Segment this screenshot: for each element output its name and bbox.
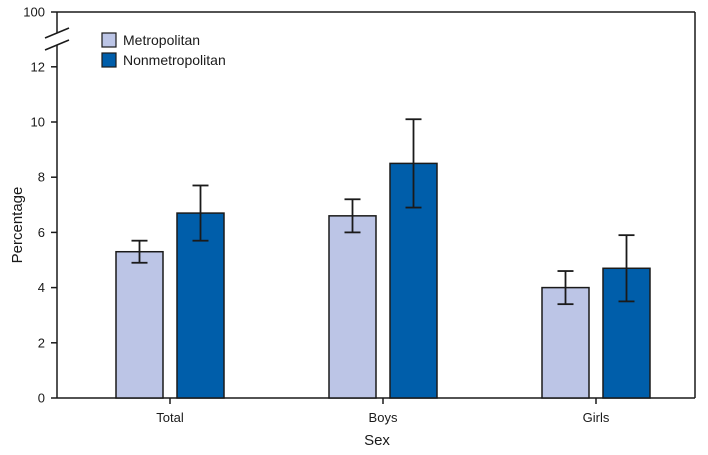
error-bar-metropolitan-total (131, 239, 148, 264)
bar-metropolitan-boys (328, 215, 377, 399)
error-bars (131, 118, 635, 306)
x-tick-label: Girls (583, 410, 610, 425)
y-tick-label: 4 (38, 280, 45, 295)
y-tick-label-top: 100 (23, 5, 45, 20)
error-bar-nonmetropolitan-girls (618, 234, 635, 303)
error-bar-nonmetropolitan-boys (405, 118, 422, 209)
y-tick-label: 8 (38, 170, 45, 185)
y-tick-label: 10 (31, 115, 45, 130)
y-axis-title: Percentage (9, 187, 26, 264)
error-bar-metropolitan-girls (557, 270, 574, 306)
error-bar-nonmetropolitan-total (192, 184, 209, 242)
x-tick-label: Total (156, 410, 184, 425)
x-tick-label: Boys (369, 410, 398, 425)
x-axis: Total Boys Girls (156, 398, 610, 425)
x-axis-title: Sex (364, 432, 390, 449)
bars (115, 162, 651, 399)
y-tick-label: 12 (31, 59, 45, 74)
error-bar-metropolitan-boys (344, 198, 361, 234)
legend-swatch-metropolitan (101, 32, 117, 48)
legend-label-metropolitan: Metropolitan (123, 32, 200, 48)
legend-label-nonmetropolitan: Nonmetropolitan (123, 52, 226, 68)
legend-swatch-nonmetropolitan (101, 52, 117, 68)
y-axis: 0 2 4 6 8 10 12 100 (23, 5, 57, 406)
y-tick-label: 6 (38, 225, 45, 240)
y-tick-label: 2 (38, 335, 45, 350)
y-tick-label: 0 (38, 391, 45, 406)
axis-break-mark-lower (44, 39, 70, 51)
axis-break-mark-upper (44, 27, 70, 39)
bar-metropolitan-total (115, 250, 164, 399)
legend: Metropolitan Nonmetropolitan (101, 32, 226, 68)
